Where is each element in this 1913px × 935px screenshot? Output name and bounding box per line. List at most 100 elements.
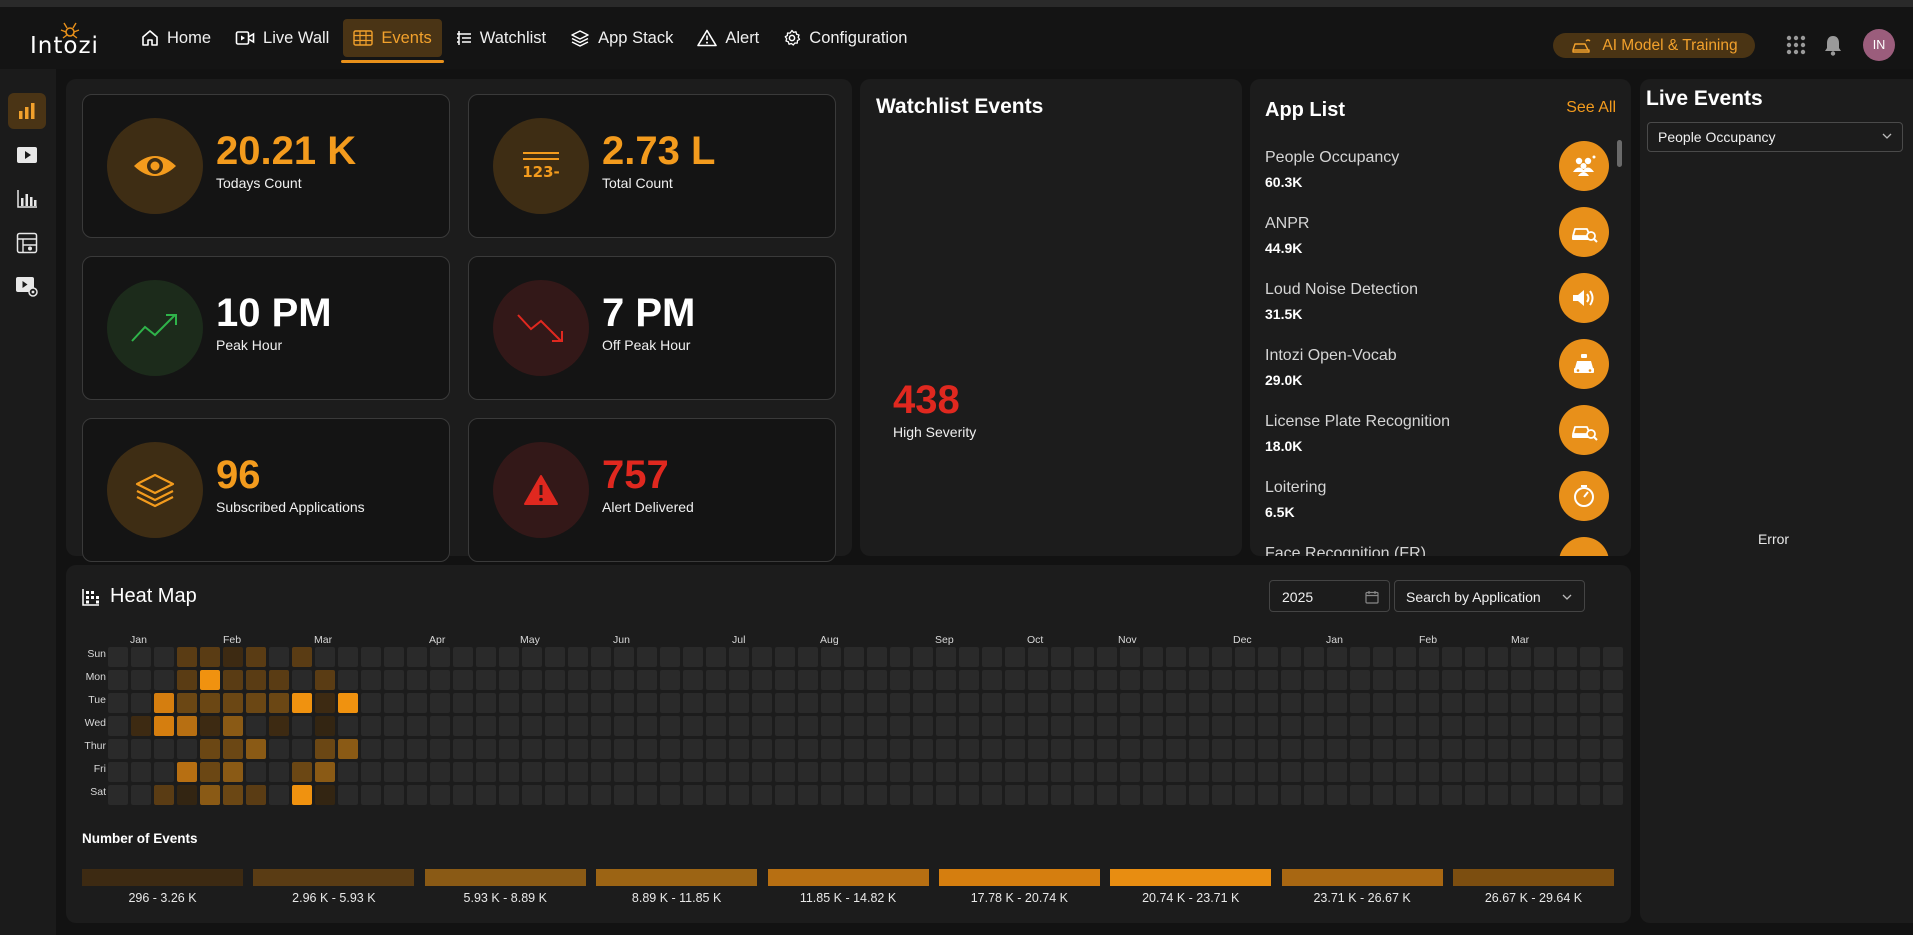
- heatmap-cell[interactable]: [1603, 670, 1623, 690]
- heatmap-cell[interactable]: [1189, 693, 1209, 713]
- heatmap-cell[interactable]: [499, 762, 519, 782]
- heatmap-cell[interactable]: [499, 670, 519, 690]
- heatmap-cell[interactable]: [292, 739, 312, 759]
- heatmap-cell[interactable]: [177, 693, 197, 713]
- heatmap-cell[interactable]: [154, 762, 174, 782]
- heatmap-cell[interactable]: [959, 739, 979, 759]
- heatmap-cell[interactable]: [729, 762, 749, 782]
- heatmap-cell[interactable]: [1350, 762, 1370, 782]
- heatmap-cell[interactable]: [1534, 670, 1554, 690]
- heatmap-cell[interactable]: [1166, 647, 1186, 667]
- heatmap-cell[interactable]: [1327, 716, 1347, 736]
- heatmap-cell[interactable]: [568, 762, 588, 782]
- heatmap-cell[interactable]: [1120, 785, 1140, 805]
- heatmap-cell[interactable]: [476, 785, 496, 805]
- heatmap-cell[interactable]: [177, 739, 197, 759]
- heatmap-cell[interactable]: [315, 716, 335, 736]
- heatmap-cell[interactable]: [1327, 762, 1347, 782]
- heatmap-cell[interactable]: [982, 785, 1002, 805]
- heatmap-cell[interactable]: [1534, 785, 1554, 805]
- heatmap-cell[interactable]: [775, 670, 795, 690]
- heatmap-cell[interactable]: [453, 762, 473, 782]
- heatmap-cell[interactable]: [1120, 647, 1140, 667]
- heatmap-cell[interactable]: [844, 785, 864, 805]
- heatmap-cell[interactable]: [1373, 693, 1393, 713]
- heatmap-cell[interactable]: [361, 670, 381, 690]
- heatmap-cell[interactable]: [1373, 670, 1393, 690]
- heatmap-cell[interactable]: [821, 785, 841, 805]
- heatmap-cell[interactable]: [223, 647, 243, 667]
- heatmap-cell[interactable]: [246, 785, 266, 805]
- heatmap-cell[interactable]: [568, 785, 588, 805]
- heatmap-cell[interactable]: [1465, 785, 1485, 805]
- heatmap-cell[interactable]: [614, 670, 634, 690]
- heatmap-cell[interactable]: [867, 785, 887, 805]
- heatmap-cell[interactable]: [200, 716, 220, 736]
- heatmap-cell[interactable]: [729, 785, 749, 805]
- heatmap-cell[interactable]: [269, 762, 289, 782]
- heatmap-cell[interactable]: [1442, 762, 1462, 782]
- heatmap-cell[interactable]: [1166, 785, 1186, 805]
- heatmap-cell[interactable]: [1074, 670, 1094, 690]
- heatmap-cell[interactable]: [706, 670, 726, 690]
- heatmap-cell[interactable]: [1557, 716, 1577, 736]
- heatmap-cell[interactable]: [683, 762, 703, 782]
- heatmap-cell[interactable]: [1051, 716, 1071, 736]
- app-list-item[interactable]: Face Recognition (FR): [1265, 537, 1610, 556]
- heatmap-cell[interactable]: [430, 693, 450, 713]
- heatmap-cell[interactable]: [1235, 670, 1255, 690]
- heatmap-cell[interactable]: [1511, 670, 1531, 690]
- heatmap-cell[interactable]: [1580, 647, 1600, 667]
- app-list-item[interactable]: Intozi Open-Vocab 29.0K: [1265, 339, 1610, 413]
- heatmap-cell[interactable]: [913, 762, 933, 782]
- heatmap-cell[interactable]: [1143, 670, 1163, 690]
- heatmap-cell[interactable]: [844, 716, 864, 736]
- heatmap-cell[interactable]: [430, 785, 450, 805]
- heatmap-cell[interactable]: [752, 670, 772, 690]
- heatmap-cell[interactable]: [1212, 693, 1232, 713]
- heatmap-cell[interactable]: [223, 693, 243, 713]
- heatmap-cell[interactable]: [154, 716, 174, 736]
- heatmap-cell[interactable]: [1005, 739, 1025, 759]
- heatmap-cell[interactable]: [660, 739, 680, 759]
- heatmap-cell[interactable]: [798, 670, 818, 690]
- heatmap-cell[interactable]: [1534, 693, 1554, 713]
- rail-media[interactable]: [8, 269, 46, 305]
- heatmap-cell[interactable]: [200, 647, 220, 667]
- heatmap-cell[interactable]: [1074, 762, 1094, 782]
- heatmap-cell[interactable]: [1350, 670, 1370, 690]
- heatmap-cell[interactable]: [1235, 647, 1255, 667]
- heatmap-cell[interactable]: [200, 762, 220, 782]
- heatmap-cell[interactable]: [1212, 670, 1232, 690]
- heatmap-cell[interactable]: [1419, 785, 1439, 805]
- heatmap-cell[interactable]: [867, 739, 887, 759]
- app-list-item[interactable]: Loud Noise Detection 31.5K: [1265, 273, 1610, 347]
- heatmap-cell[interactable]: [1258, 785, 1278, 805]
- heatmap-cell[interactable]: [1005, 716, 1025, 736]
- heatmap-cell[interactable]: [821, 670, 841, 690]
- nav-app-stack[interactable]: App Stack: [560, 19, 683, 57]
- heatmap-cell[interactable]: [453, 739, 473, 759]
- heatmap-cell[interactable]: [1120, 739, 1140, 759]
- heatmap-cell[interactable]: [1189, 647, 1209, 667]
- heatmap-cell[interactable]: [1603, 716, 1623, 736]
- heatmap-cell[interactable]: [1281, 647, 1301, 667]
- heatmap-cell[interactable]: [1005, 647, 1025, 667]
- heatmap-cell[interactable]: [177, 762, 197, 782]
- heatmap-cell[interactable]: [131, 670, 151, 690]
- heatmap-cell[interactable]: [660, 785, 680, 805]
- heatmap-cell[interactable]: [476, 693, 496, 713]
- heatmap-cell[interactable]: [1281, 716, 1301, 736]
- heatmap-cell[interactable]: [798, 785, 818, 805]
- heatmap-cell[interactable]: [1189, 785, 1209, 805]
- heatmap-cell[interactable]: [775, 762, 795, 782]
- heatmap-cell[interactable]: [568, 693, 588, 713]
- heatmap-cell[interactable]: [269, 647, 289, 667]
- heatmap-cell[interactable]: [844, 762, 864, 782]
- heatmap-cell[interactable]: [706, 647, 726, 667]
- heatmap-cell[interactable]: [1051, 670, 1071, 690]
- heatmap-cell[interactable]: [591, 762, 611, 782]
- heatmap-cell[interactable]: [706, 739, 726, 759]
- heatmap-cell[interactable]: [453, 670, 473, 690]
- heatmap-cell[interactable]: [246, 693, 266, 713]
